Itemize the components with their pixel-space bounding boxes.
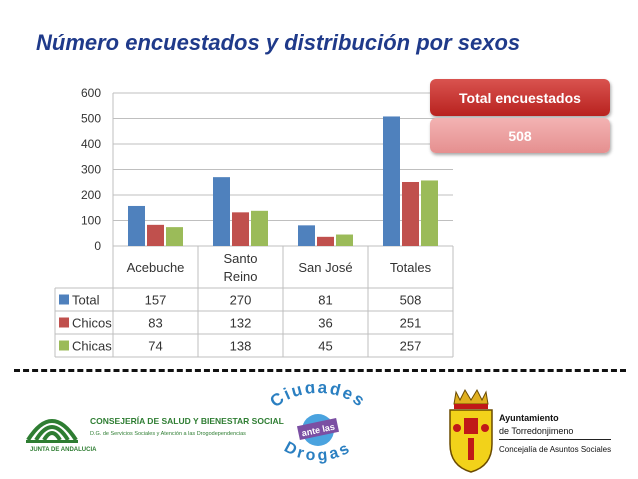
bar-chicos-0 bbox=[147, 224, 164, 246]
category-label: Santo bbox=[224, 251, 258, 266]
legend-swatch-chicos bbox=[59, 317, 69, 328]
page-title: Número encuestados y distribución por se… bbox=[36, 30, 521, 55]
bar-chicas-3 bbox=[421, 180, 438, 246]
table-value: 270 bbox=[230, 293, 252, 308]
bar-chart: 600 500 400 300 200 100 0 Acebuche Santo Reino San… bbox=[54, 86, 454, 358]
svg-text:Ciudades: Ciudades bbox=[266, 384, 369, 411]
table-value: 45 bbox=[318, 339, 332, 354]
bar-total-3 bbox=[383, 116, 400, 247]
ciudades-word: Ciudades bbox=[266, 384, 367, 411]
ayuntamiento-rule bbox=[499, 439, 611, 440]
bar-chicas-0 bbox=[166, 227, 183, 246]
table-value: 251 bbox=[400, 316, 422, 331]
bar-chicos-2 bbox=[317, 236, 334, 246]
category-label: Acebuche bbox=[127, 260, 185, 275]
legend-label: Chicos bbox=[72, 316, 112, 331]
junta-andalucia-logo bbox=[26, 419, 78, 443]
table-value: 74 bbox=[148, 339, 162, 354]
consejeria-subtitle: D.G. de Servicios Sociales y Atención a … bbox=[90, 431, 246, 437]
total-encuestados-value: 508 bbox=[430, 118, 610, 153]
ayuntamiento-line2: de Torredonjimeno bbox=[499, 426, 574, 436]
coat-of-arms-icon bbox=[449, 388, 493, 473]
legend-swatch-chicas bbox=[59, 340, 69, 351]
bar-total-2 bbox=[298, 225, 315, 246]
total-encuestados-label: Total encuestados bbox=[430, 79, 610, 116]
legend-label: Total bbox=[72, 293, 100, 308]
table-value: 138 bbox=[230, 339, 252, 354]
table-value: 257 bbox=[400, 339, 422, 354]
table-value: 36 bbox=[318, 316, 332, 331]
legend-label: Chicas bbox=[72, 339, 112, 354]
bar-chicas-2 bbox=[336, 234, 353, 246]
y-tick-label: 400 bbox=[81, 137, 101, 151]
bar-total-1 bbox=[213, 177, 230, 246]
ayuntamiento-line3: Concejalía de Asuntos Sociales bbox=[499, 445, 612, 454]
bar-chicos-3 bbox=[402, 181, 419, 246]
dashed-divider bbox=[14, 369, 626, 372]
bar-chicas-1 bbox=[251, 210, 268, 246]
table-value: 132 bbox=[230, 316, 252, 331]
bar-chicos-1 bbox=[232, 212, 249, 246]
legend-swatch-total bbox=[59, 294, 69, 305]
y-tick-label: 500 bbox=[81, 112, 101, 126]
table-value: 83 bbox=[148, 316, 162, 331]
junta-andalucia-text: JUNTA DE ANDALUCIA bbox=[30, 447, 97, 453]
y-tick-label: 200 bbox=[81, 188, 101, 202]
table-value: 508 bbox=[400, 293, 422, 308]
y-tick-label: 300 bbox=[81, 163, 101, 177]
category-label: Reino bbox=[224, 269, 258, 284]
ciudades-ante-las-drogas-logo: Ciudades ante las Drogas bbox=[266, 384, 369, 465]
y-tick-label: 600 bbox=[81, 86, 101, 100]
category-label: Totales bbox=[390, 260, 432, 275]
table-value: 157 bbox=[145, 293, 167, 308]
category-label: San José bbox=[298, 260, 352, 275]
bar-total-0 bbox=[128, 205, 145, 246]
table-value: 81 bbox=[318, 293, 332, 308]
y-tick-label: 100 bbox=[81, 214, 101, 228]
y-tick-label: 0 bbox=[94, 239, 101, 253]
consejeria-title: CONSEJERÍA DE SALUD Y BIENESTAR SOCIAL bbox=[90, 416, 284, 426]
ayuntamiento-line1: Ayuntamiento bbox=[499, 413, 559, 423]
